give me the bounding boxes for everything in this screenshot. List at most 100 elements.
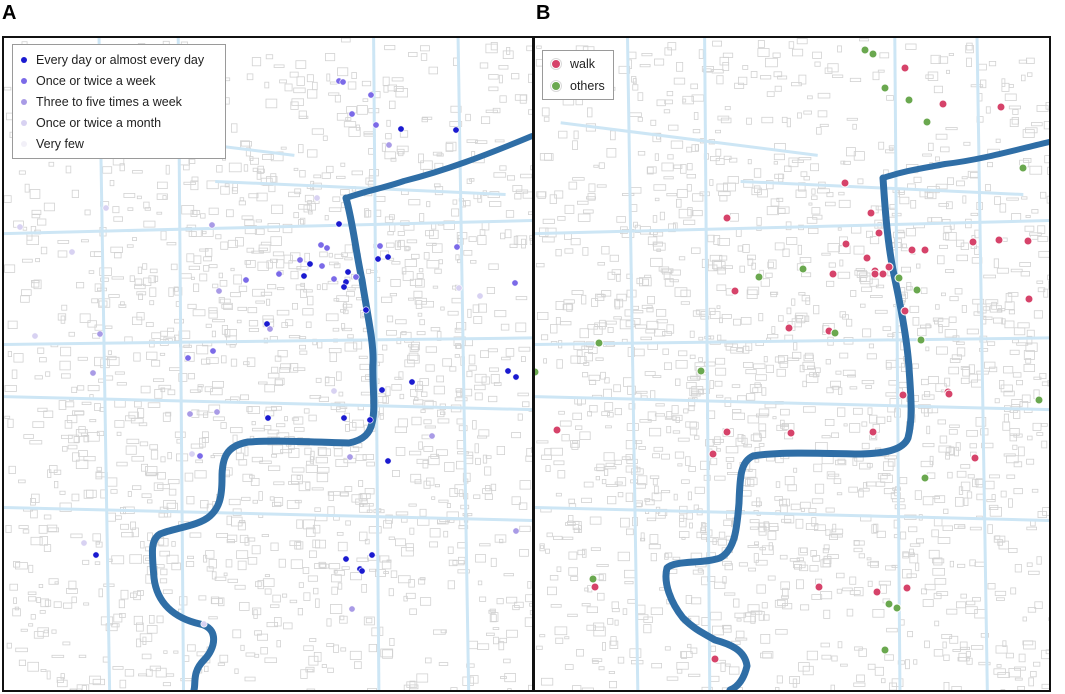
building-block	[961, 176, 968, 180]
building-block	[762, 651, 774, 659]
building-block	[703, 361, 716, 367]
building-block	[202, 229, 214, 237]
building-block	[853, 547, 863, 553]
building-block	[906, 573, 917, 578]
building-block	[765, 180, 774, 190]
building-block	[358, 355, 368, 359]
building-block	[264, 588, 272, 595]
building-block	[582, 247, 589, 256]
building-block	[32, 421, 45, 428]
building-block	[954, 288, 963, 295]
building-block	[21, 258, 33, 263]
building-block	[652, 375, 662, 379]
building-block	[989, 506, 1003, 517]
building-block	[872, 71, 880, 81]
building-block	[494, 139, 505, 143]
building-block	[244, 260, 251, 265]
building-block	[397, 230, 405, 236]
building-block	[119, 613, 126, 618]
building-block	[488, 609, 496, 614]
building-block	[140, 540, 145, 549]
building-block	[404, 245, 410, 252]
building-block	[76, 282, 85, 289]
building-block	[309, 456, 314, 464]
building-block	[690, 597, 702, 605]
building-block	[499, 637, 507, 644]
building-block	[997, 538, 1003, 546]
building-block	[307, 295, 314, 306]
building-block	[226, 534, 238, 542]
building-block	[924, 583, 936, 591]
building-block	[479, 62, 489, 69]
building-block	[937, 318, 950, 327]
building-block	[12, 608, 21, 617]
building-block	[956, 254, 968, 262]
building-block	[970, 645, 984, 650]
building-block	[984, 480, 995, 490]
building-block	[38, 524, 48, 534]
building-block	[401, 517, 408, 523]
building-block	[258, 244, 271, 253]
building-block	[468, 354, 476, 365]
building-block	[299, 288, 307, 298]
building-block	[747, 159, 752, 165]
building-block	[756, 497, 761, 508]
building-block	[293, 87, 306, 94]
building-block	[609, 681, 618, 689]
building-block	[165, 164, 170, 175]
building-block	[419, 45, 430, 52]
building-block	[832, 523, 837, 533]
building-block	[408, 352, 419, 361]
building-block	[420, 160, 433, 170]
building-block	[597, 592, 605, 601]
building-block	[604, 465, 617, 470]
building-block	[394, 376, 402, 380]
building-block	[791, 298, 796, 306]
building-block	[718, 531, 726, 539]
building-block	[956, 470, 967, 478]
building-block	[753, 185, 761, 193]
building-block	[463, 200, 471, 207]
building-block	[90, 251, 103, 257]
building-block	[43, 514, 52, 520]
building-block	[754, 382, 761, 388]
building-block	[846, 608, 854, 617]
building-block	[965, 651, 971, 658]
building-block	[252, 607, 262, 616]
building-block	[545, 465, 551, 473]
building-block	[81, 239, 89, 243]
building-block	[758, 443, 765, 447]
building-block	[368, 526, 382, 534]
building-block	[432, 243, 443, 253]
building-block	[909, 305, 920, 313]
map-dot-every-day-or-almost-every-day	[368, 551, 376, 559]
building-block	[5, 524, 12, 533]
building-block	[328, 207, 342, 212]
building-block	[716, 183, 728, 192]
building-block	[282, 223, 293, 234]
building-block	[982, 306, 990, 311]
building-block	[147, 402, 161, 408]
building-block	[433, 183, 441, 188]
building-block	[22, 226, 28, 231]
building-block	[536, 45, 542, 49]
building-block	[779, 419, 785, 429]
building-block	[593, 326, 603, 335]
building-block	[493, 172, 507, 178]
building-block	[899, 531, 907, 540]
building-block	[78, 654, 87, 659]
building-block	[645, 499, 655, 506]
map-dot-walk	[786, 428, 796, 438]
building-block	[305, 481, 311, 490]
building-block	[674, 451, 685, 459]
building-block	[503, 573, 515, 577]
building-block	[803, 110, 812, 115]
building-block	[690, 83, 699, 90]
building-block	[327, 491, 341, 496]
legend-dot-icon	[551, 81, 561, 91]
building-block	[490, 612, 499, 622]
building-block	[697, 388, 710, 394]
building-block	[346, 287, 356, 291]
building-block	[715, 129, 721, 134]
building-block	[948, 316, 957, 323]
